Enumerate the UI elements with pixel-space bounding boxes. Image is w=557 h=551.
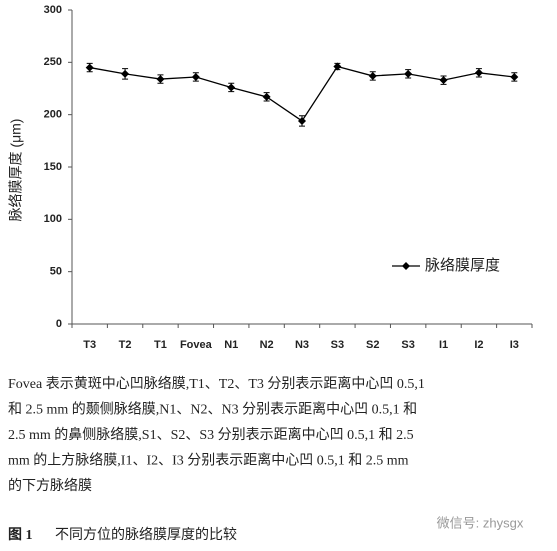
caption-line: 的下方脉络膜 (8, 478, 92, 494)
legend-marker (402, 262, 410, 270)
x-tick-label: I3 (510, 339, 519, 351)
watermark: 微信号: zhysgx (437, 515, 524, 530)
x-tick-label: N2 (260, 339, 274, 351)
x-tick-label: S2 (366, 339, 379, 351)
caption-line: Fovea 表示黄斑中心凹脉络膜,T1、T2、T3 分别表示距离中心凹 0.5,… (8, 375, 425, 392)
marker (474, 68, 483, 77)
y-axis-label: 脉络膜厚度 (μm) (8, 119, 24, 222)
x-tick-label: S3 (401, 339, 414, 351)
x-tick-label: T1 (154, 339, 167, 351)
marker (439, 76, 448, 85)
y-tick-label: 200 (44, 109, 62, 121)
figure-title: 不同方位的脉络膜厚度的比较 (55, 527, 237, 543)
marker (85, 63, 94, 72)
x-tick-label: S3 (331, 339, 344, 351)
y-tick-label: 50 (50, 266, 62, 278)
x-tick-label: N1 (224, 339, 238, 351)
marker (333, 62, 342, 71)
figure-label: 图 1 (8, 527, 33, 543)
marker (121, 69, 130, 78)
x-tick-label: Fovea (180, 339, 213, 351)
caption-line: 和 2.5 mm 的颞侧脉络膜,N1、N2、N3 分别表示距离中心凹 0.5,1… (8, 401, 417, 418)
y-tick-label: 0 (56, 318, 62, 330)
x-tick-label: T2 (119, 339, 132, 351)
x-tick-label: N3 (295, 339, 309, 351)
y-tick-label: 150 (44, 161, 62, 173)
legend-label: 脉络膜厚度 (425, 257, 500, 274)
caption-line: 2.5 mm 的鼻侧脉络膜,S1、S2、S3 分别表示距离中心凹 0.5,1 和… (8, 426, 414, 443)
marker (510, 72, 519, 81)
x-tick-label: I2 (474, 339, 483, 351)
caption-line: mm 的上方脉络膜,I1、I2、I3 分别表示距离中心凹 0.5,1 和 2.5… (8, 452, 409, 469)
y-tick-label: 250 (44, 56, 62, 68)
marker (191, 72, 200, 81)
x-tick-label: T3 (83, 339, 96, 351)
y-tick-label: 300 (44, 4, 62, 16)
series-line (89, 65, 515, 122)
marker (368, 71, 377, 80)
x-tick-label: I1 (439, 339, 448, 351)
marker (298, 116, 306, 125)
marker (262, 92, 271, 101)
marker (404, 69, 413, 78)
marker (227, 83, 236, 92)
marker (156, 75, 165, 84)
y-tick-label: 100 (44, 213, 62, 225)
